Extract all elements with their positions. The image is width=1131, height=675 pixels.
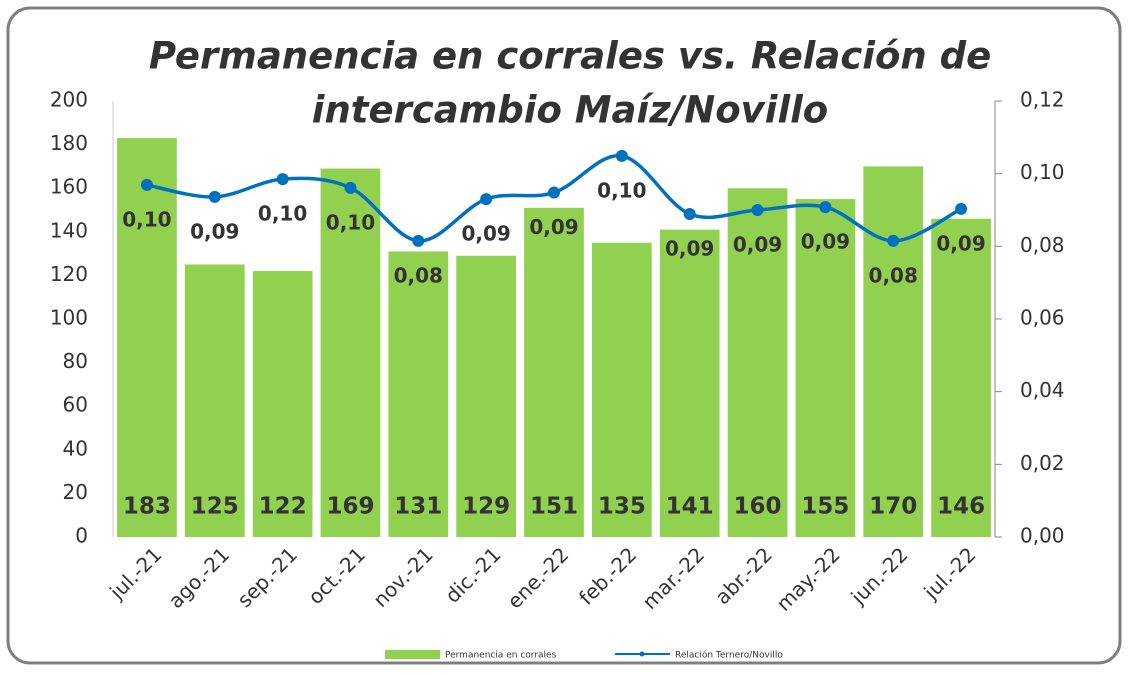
bar-value-label: 141 (666, 494, 714, 520)
y-tick-label: 0 (75, 524, 88, 548)
line-point (480, 193, 493, 206)
legend-label: Relación Ternero/Novillo (675, 650, 783, 661)
line-point (683, 207, 696, 220)
line-value-label: 0,08 (394, 263, 443, 287)
line-point (140, 178, 153, 191)
line-value-label: 0,09 (461, 222, 510, 246)
bar (795, 199, 856, 537)
line-point (615, 149, 628, 162)
line-point (887, 234, 900, 247)
legend-label: Permanencia en corrales (445, 651, 557, 661)
line-value-label: 0,10 (122, 207, 171, 231)
chart-title: intercambio Maíz/Novillo (312, 89, 828, 132)
line-point (955, 202, 968, 215)
bar (184, 264, 245, 537)
line-point (819, 201, 832, 214)
line-value-label: 0,09 (665, 236, 714, 260)
bar-value-label: 125 (191, 494, 239, 520)
y-tick-label: 60 (63, 393, 88, 417)
y2-tick-label: 0,08 (1020, 233, 1065, 257)
line-point (548, 186, 560, 199)
y2-tick-label: 0,00 (1020, 524, 1065, 548)
y-tick-label: 80 (63, 349, 88, 373)
y-tick-label: 20 (63, 480, 88, 504)
line-value-label: 0,10 (597, 178, 646, 202)
y2-tick-label: 0,06 (1020, 306, 1065, 330)
line-value-label: 0,08 (869, 263, 918, 287)
line-value-label: 0,09 (190, 219, 239, 243)
bar-value-label: 169 (326, 494, 374, 520)
line-point (208, 190, 221, 203)
y-tick-label: 200 (50, 88, 88, 112)
bar (320, 168, 381, 537)
bar-value-label: 146 (937, 494, 985, 520)
line-value-label: 0,09 (936, 231, 985, 255)
bar (931, 218, 991, 537)
legend-swatch (639, 651, 645, 657)
line-value-label: 0,10 (258, 202, 307, 226)
y-tick-label: 180 (50, 131, 88, 155)
line-value-label: 0,09 (801, 230, 850, 254)
bar (388, 251, 449, 538)
bar (117, 138, 177, 537)
line-point (751, 204, 764, 216)
bar-value-label: 170 (869, 494, 917, 520)
line-value-label: 0,09 (529, 215, 578, 239)
bar-value-label: 160 (734, 494, 782, 520)
y2-tick-label: 0,04 (1020, 378, 1065, 402)
bar-value-label: 155 (801, 494, 849, 520)
legend-swatch (385, 650, 440, 659)
chart-title: Permanencia en corrales vs. Relación de (149, 35, 991, 78)
bar (524, 207, 584, 537)
bar-value-label: 122 (259, 494, 307, 520)
bar (659, 229, 720, 537)
y2-tick-label: 0,10 (1020, 160, 1065, 184)
bar-value-label: 135 (598, 494, 646, 520)
line-point (344, 181, 357, 194)
y-tick-label: 100 (50, 306, 88, 330)
line-point (276, 173, 289, 186)
y-tick-label: 120 (50, 262, 88, 286)
y-tick-label: 40 (63, 436, 88, 460)
line-point (412, 234, 425, 247)
bar-value-label: 129 (462, 494, 510, 520)
bar (727, 188, 788, 537)
y-tick-label: 160 (50, 175, 88, 199)
bar (252, 271, 313, 537)
y2-tick-label: 0,02 (1020, 451, 1065, 475)
bar (456, 255, 517, 537)
line-value-label: 0,10 (326, 210, 375, 234)
y2-tick-label: 0,12 (1020, 88, 1065, 112)
bar-value-label: 131 (394, 494, 442, 520)
bar-value-label: 151 (530, 494, 578, 520)
line-value-label: 0,09 (733, 233, 782, 257)
bar (591, 242, 652, 537)
y-tick-label: 140 (50, 218, 88, 242)
bar (863, 166, 924, 537)
bar-value-label: 183 (123, 494, 171, 520)
